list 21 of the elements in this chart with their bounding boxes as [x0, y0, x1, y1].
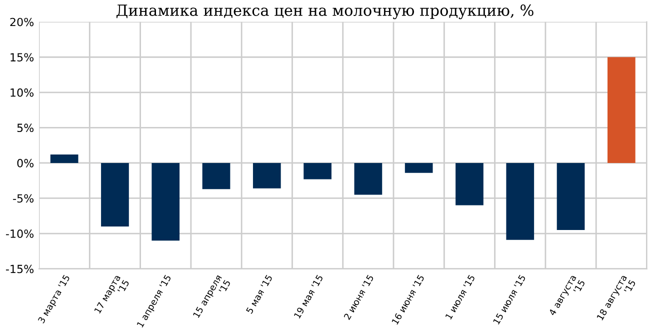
bar [456, 162, 484, 206]
y-tick-label: -10% [6, 229, 34, 238]
bar [404, 162, 433, 173]
bar [252, 162, 281, 188]
chart-title: Динамика индекса цен на молочную продукцию, % [116, 4, 534, 20]
y-tick-label: 15% [10, 53, 34, 62]
bar [202, 162, 230, 190]
bar [556, 162, 585, 230]
y-tick-label: 20% [10, 18, 34, 26]
y-tick-label: 5% [17, 124, 34, 132]
bar [152, 162, 180, 241]
bar [101, 162, 129, 226]
bar [50, 154, 78, 163]
bar [304, 162, 332, 180]
bar [506, 162, 534, 240]
y-tick-label: -15% [6, 264, 34, 274]
y-tick-label: 10% [10, 88, 34, 97]
bar [608, 57, 636, 163]
y-tick-label: 0% [17, 158, 34, 168]
bar [354, 162, 382, 195]
y-tick-label: -5% [13, 194, 34, 203]
